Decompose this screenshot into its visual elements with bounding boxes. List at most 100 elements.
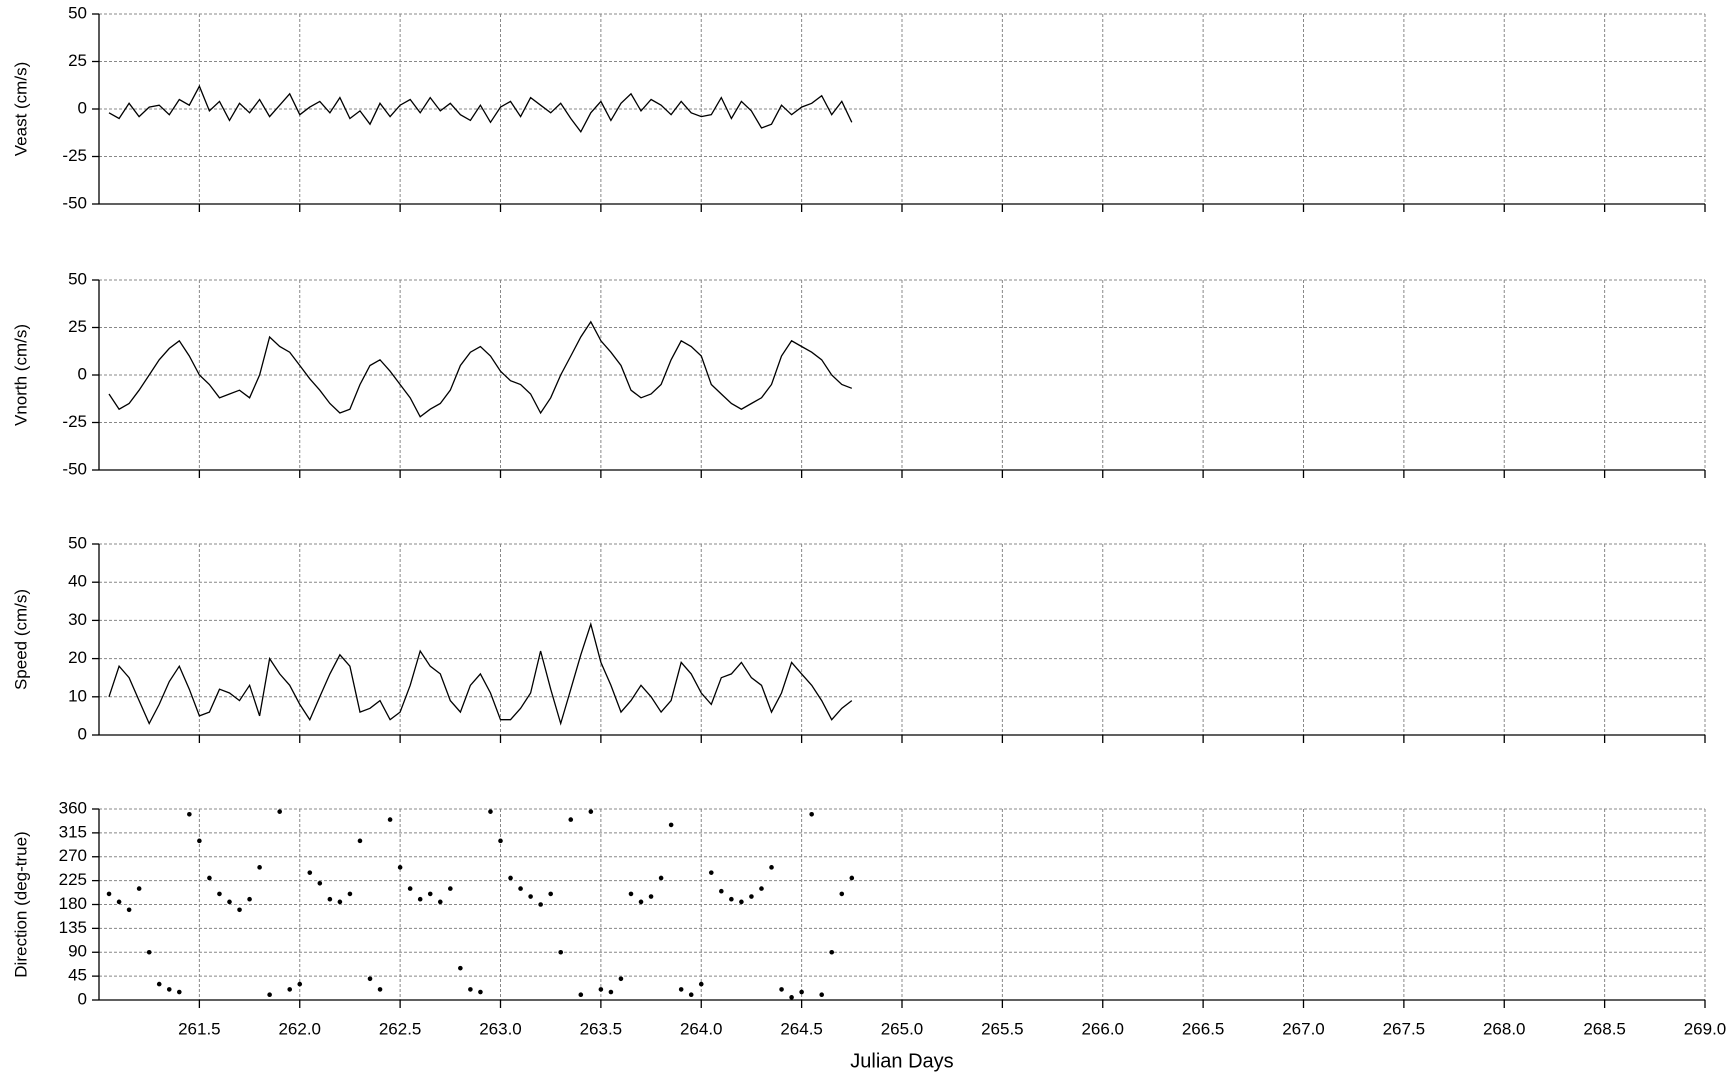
- data-line: [108, 320, 853, 418]
- data-point: [749, 894, 754, 899]
- x-tick-label: 269.0: [1684, 1019, 1727, 1038]
- x-tick-label: 268.5: [1583, 1019, 1626, 1038]
- x-tick-label: 265.5: [981, 1019, 1024, 1038]
- y-tick-label: 90: [68, 942, 87, 961]
- data-point: [177, 989, 182, 995]
- y-tick-label: 50: [68, 3, 87, 22]
- data-point: [799, 989, 804, 995]
- y-tick-label: 25: [68, 51, 87, 70]
- data-point: [448, 886, 453, 891]
- y-tick-label: -25: [62, 412, 87, 431]
- y-tick-label: 225: [59, 870, 87, 889]
- y-axis-label: Speed (cm/s): [11, 589, 30, 690]
- y-tick-label: 45: [68, 966, 87, 985]
- data-point: [126, 907, 132, 913]
- data-point: [397, 865, 403, 870]
- x-tick-label: 261.5: [178, 1019, 221, 1038]
- data-point: [588, 809, 594, 814]
- y-tick-label: 0: [78, 98, 87, 117]
- x-tick-label: 262.5: [379, 1019, 422, 1038]
- y-tick-label: 20: [68, 648, 87, 667]
- data-point: [197, 838, 202, 844]
- y-tick-label: 50: [68, 533, 87, 552]
- x-tick-label: 267.5: [1383, 1019, 1426, 1038]
- x-tick-label: 265.0: [881, 1019, 924, 1038]
- data-point: [548, 891, 553, 897]
- data-point: [648, 894, 654, 899]
- data-point: [819, 992, 824, 997]
- data-point: [187, 812, 192, 817]
- y-axis-label: Vnorth (cm/s): [11, 324, 30, 426]
- data-point: [729, 896, 734, 902]
- y-tick-label: 270: [59, 846, 87, 865]
- data-point: [839, 891, 845, 897]
- data-point: [508, 875, 513, 881]
- data-point: [668, 822, 674, 828]
- data-line: [108, 84, 853, 134]
- data-point: [247, 896, 252, 902]
- x-tick-label: 264.0: [680, 1019, 723, 1038]
- y-axis-label: Direction (deg-true): [11, 831, 30, 977]
- data-point: [538, 902, 543, 907]
- data-point: [809, 812, 814, 817]
- data-point: [829, 949, 835, 955]
- data-point: [106, 891, 112, 897]
- data-point: [698, 981, 704, 987]
- y-tick-label: -25: [62, 146, 87, 165]
- data-point: [618, 976, 624, 982]
- data-point: [287, 987, 293, 992]
- data-point: [427, 891, 433, 897]
- x-axis-label: Julian Days: [850, 1050, 953, 1072]
- y-axis-label: Veast (cm/s): [11, 62, 30, 156]
- y-tick-label: -50: [62, 193, 87, 212]
- data-point: [708, 870, 714, 875]
- data-point: [297, 981, 303, 987]
- data-point: [598, 987, 604, 992]
- data-point: [166, 987, 172, 992]
- data-point: [277, 809, 282, 814]
- data-point: [528, 894, 533, 899]
- data-point: [237, 907, 242, 913]
- data-point: [217, 891, 222, 897]
- data-point: [759, 886, 764, 891]
- data-line: [108, 621, 853, 726]
- data-point: [377, 987, 383, 992]
- data-point: [407, 886, 413, 891]
- y-tick-label: -50: [62, 459, 87, 478]
- y-tick-label: 0: [78, 724, 87, 743]
- data-point: [227, 899, 232, 905]
- data-point: [498, 838, 503, 844]
- y-tick-label: 180: [59, 894, 87, 913]
- y-tick-label: 315: [59, 822, 87, 841]
- data-point: [678, 987, 684, 992]
- data-point: [136, 886, 142, 891]
- x-tick-label: 266.0: [1081, 1019, 1124, 1038]
- data-point: [578, 992, 584, 997]
- data-point: [458, 965, 463, 971]
- y-tick-label: 0: [78, 989, 87, 1008]
- data-point: [327, 896, 333, 902]
- y-tick-label: 135: [59, 918, 87, 937]
- data-point: [417, 896, 423, 902]
- y-tick-label: 360: [59, 798, 87, 817]
- data-point: [779, 987, 784, 992]
- data-point: [116, 899, 122, 905]
- x-tick-label: 264.5: [780, 1019, 823, 1038]
- data-point: [317, 880, 323, 886]
- y-tick-label: 10: [68, 686, 87, 705]
- data-point: [267, 992, 272, 997]
- data-point: [789, 995, 794, 1000]
- y-tick-label: 40: [68, 572, 87, 591]
- data-point: [488, 809, 493, 814]
- data-point: [658, 875, 664, 881]
- data-point: [608, 989, 614, 995]
- x-tick-label: 262.0: [278, 1019, 321, 1038]
- data-point: [146, 949, 152, 955]
- data-point: [257, 865, 262, 870]
- data-point: [307, 870, 313, 875]
- data-point: [739, 899, 744, 905]
- data-point: [638, 899, 644, 905]
- data-point: [688, 992, 694, 997]
- data-point: [568, 817, 574, 822]
